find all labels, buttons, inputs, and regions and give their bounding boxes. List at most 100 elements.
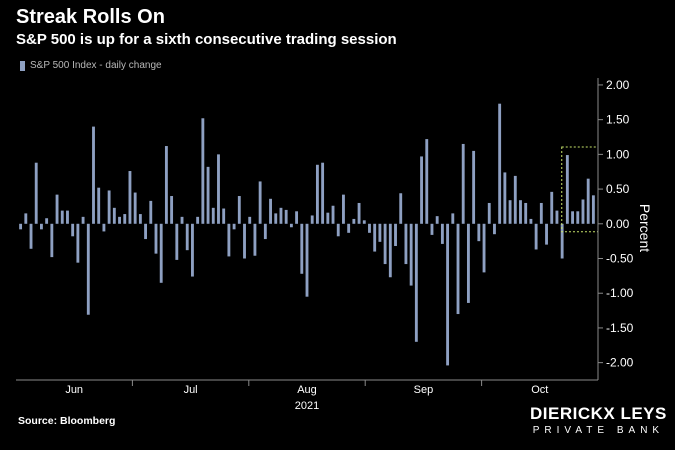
bar <box>519 200 522 224</box>
bar <box>560 223 564 259</box>
bar <box>440 223 444 244</box>
bar <box>45 218 49 224</box>
bar <box>503 172 507 224</box>
bar <box>97 187 101 224</box>
axes-group: 2.00 1.50 1.00 0.50 0.00 -0.50 -1.00 -1.50 -2.00… <box>16 78 634 396</box>
bar <box>399 193 403 224</box>
x-tick-label: Oct <box>531 384 548 396</box>
bar <box>175 223 179 260</box>
bar <box>300 223 304 274</box>
bar <box>76 223 80 263</box>
bar <box>508 200 512 224</box>
bar <box>263 223 267 240</box>
bar <box>19 223 23 230</box>
bar <box>529 218 533 224</box>
bar <box>50 223 54 258</box>
bar <box>347 223 351 233</box>
bar <box>154 223 158 254</box>
bar <box>164 146 168 224</box>
bar <box>107 190 111 224</box>
bar <box>34 162 38 224</box>
brand-name: DIERICKX LEYS <box>530 404 667 423</box>
bar <box>565 155 569 224</box>
x-tick-label: Jul <box>184 384 198 396</box>
bar <box>191 223 194 277</box>
bar <box>472 150 476 224</box>
bar <box>326 212 330 224</box>
bar <box>524 202 528 224</box>
bar <box>128 171 132 224</box>
bar <box>477 223 481 242</box>
bar <box>232 223 236 230</box>
bar <box>555 210 559 224</box>
bar <box>513 175 517 224</box>
bar <box>92 126 95 224</box>
bar <box>576 211 580 224</box>
legend-swatch <box>20 60 25 71</box>
y-tick-label: 2.00 <box>606 78 630 92</box>
bar <box>253 223 257 256</box>
y-tick-label: -0.50 <box>606 252 634 266</box>
bar <box>86 223 90 315</box>
bar <box>342 194 345 224</box>
bar <box>227 223 231 257</box>
bar <box>279 207 283 224</box>
bar <box>539 202 543 224</box>
bar <box>394 223 397 247</box>
bar <box>289 223 293 228</box>
y-tick-label: 0.00 <box>606 217 630 231</box>
bar <box>269 198 272 224</box>
bar <box>571 211 574 224</box>
bar <box>534 223 538 250</box>
bar <box>295 211 299 224</box>
bar <box>487 202 491 224</box>
bar <box>180 216 184 224</box>
bar <box>451 213 455 224</box>
bars-group <box>19 103 595 366</box>
legend-label: S&P 500 Index - daily change <box>30 60 162 71</box>
bar <box>118 216 121 224</box>
bar <box>133 192 137 224</box>
bar <box>315 164 319 224</box>
x-tick-label: Jun <box>65 384 83 396</box>
bar <box>55 194 59 224</box>
bar <box>138 214 142 224</box>
bar <box>446 223 450 366</box>
bar <box>144 223 147 240</box>
y-tick-label: 1.00 <box>606 147 630 161</box>
bar <box>284 209 288 224</box>
y-tick-label: -2.00 <box>606 356 634 370</box>
bar <box>336 223 340 237</box>
bar <box>71 223 75 237</box>
bar <box>388 223 392 278</box>
bar <box>185 223 189 251</box>
bar <box>498 103 502 224</box>
bar <box>206 166 210 224</box>
bar <box>237 196 241 224</box>
bar <box>305 223 309 297</box>
bar <box>170 196 174 224</box>
bar <box>60 210 64 224</box>
bar <box>591 195 595 224</box>
bar <box>373 223 377 252</box>
bar <box>545 223 548 245</box>
bar <box>404 223 408 265</box>
bar <box>383 223 387 265</box>
bar <box>159 223 163 283</box>
year-label: 2021 <box>295 400 319 412</box>
bar <box>211 207 215 224</box>
bar <box>66 210 69 224</box>
bar <box>24 213 28 224</box>
bar <box>435 216 439 224</box>
bar <box>362 220 366 224</box>
bar <box>321 162 325 224</box>
x-tick-label: Sep <box>414 384 434 396</box>
bar <box>331 205 335 224</box>
bar <box>274 213 278 224</box>
bar <box>425 139 429 224</box>
bar <box>581 199 585 224</box>
chart-title: Streak Rolls On <box>16 6 165 28</box>
chart-subtitle: S&P 500 is up for a sixth consecutive tr… <box>16 31 397 48</box>
y-tick-label: -1.50 <box>606 321 634 335</box>
